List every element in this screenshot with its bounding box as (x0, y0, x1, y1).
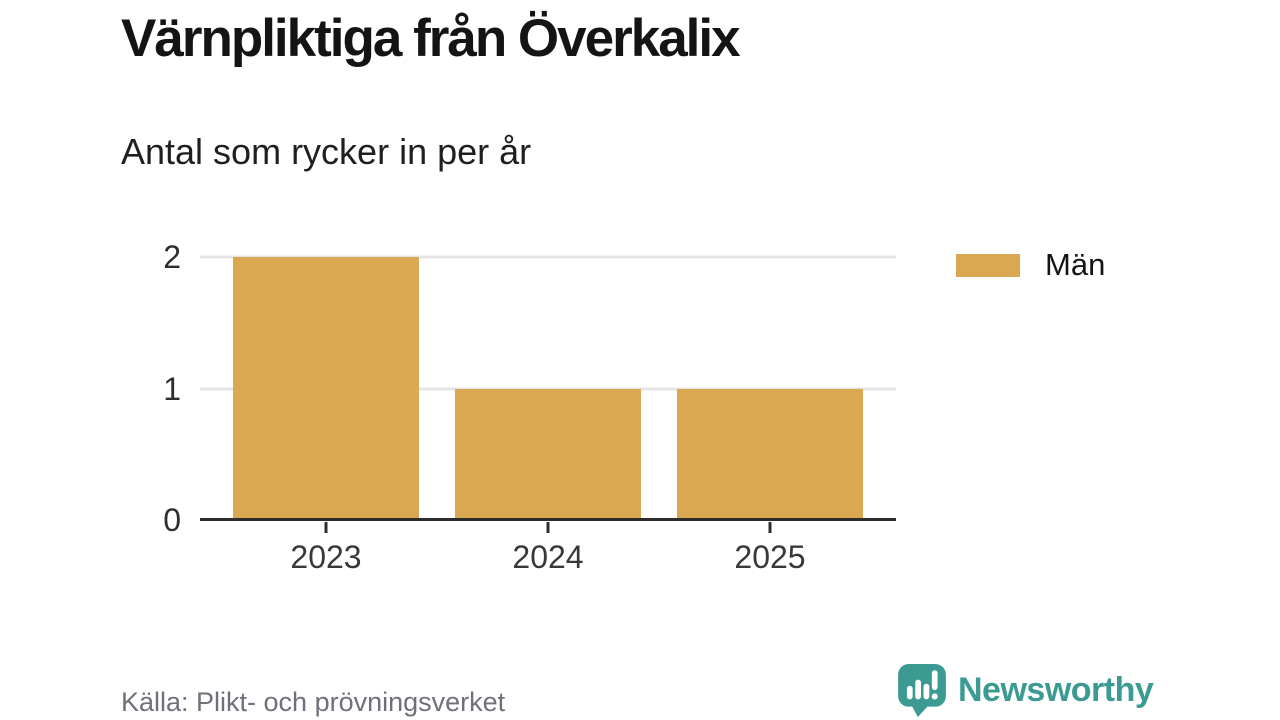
y-axis: 0 1 2 (0, 241, 181, 536)
x-axis-line (200, 518, 896, 521)
newsworthy-logo-icon (898, 664, 946, 717)
bar-2024 (455, 388, 641, 520)
bar-2025 (677, 388, 863, 520)
x-axis-tick (324, 522, 328, 533)
x-axis-tick (546, 522, 550, 533)
x-tick-label: 2025 (734, 539, 806, 575)
y-tick-label: 0 (163, 502, 181, 538)
bar-2023 (233, 257, 419, 520)
y-tick-label: 2 (163, 239, 181, 275)
x-axis-tick (768, 522, 772, 533)
y-tick-label: 1 (163, 370, 181, 407)
chart-title: Värnpliktiga från Överkalix (121, 9, 741, 68)
source-note: Källa: Plikt- och prövningsverket (121, 687, 506, 717)
plot-area (200, 255, 896, 521)
legend: Män (956, 247, 1105, 283)
chart-subtitle: Antal som rycker in per år (121, 131, 532, 172)
brand-name: Newsworthy (958, 670, 1154, 709)
x-tick-label: 2023 (290, 539, 362, 575)
newsworthy-brand: Newsworthy (896, 663, 1154, 717)
x-axis: 2023 2024 2025 (200, 521, 896, 591)
legend-label: Män (1045, 247, 1106, 282)
x-tick-label: 2024 (512, 539, 584, 575)
gridline (200, 255, 896, 259)
legend-swatch (956, 253, 1020, 277)
